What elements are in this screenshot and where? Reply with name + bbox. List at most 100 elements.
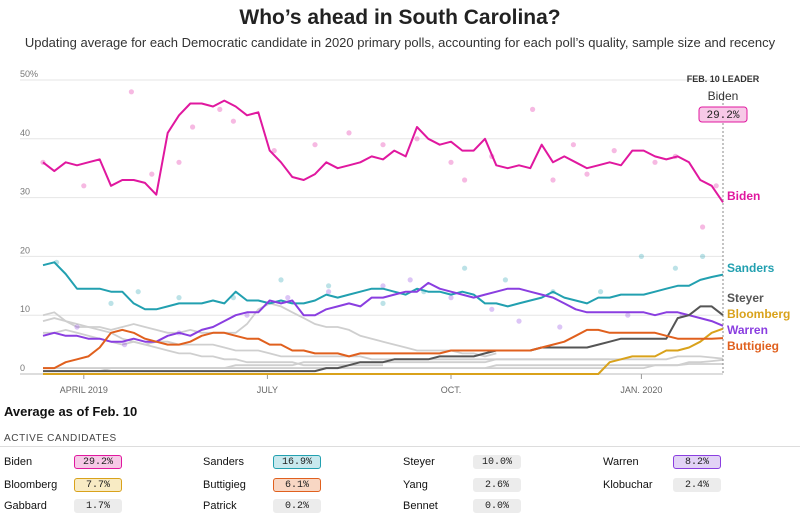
poll-dot: [700, 224, 706, 230]
poll-dot: [128, 89, 134, 95]
poll-dot: [230, 118, 236, 124]
y-tick-label: 10: [20, 304, 30, 314]
poll-dot: [190, 124, 196, 130]
x-tick-label: OCT.: [441, 385, 462, 395]
chart-title: Who’s ahead in South Carolina?: [239, 6, 561, 29]
y-tick-label: 0: [20, 363, 25, 373]
candidate-name: Steyer: [403, 456, 435, 468]
background-series-line: [42, 311, 383, 367]
poll-dot: [108, 300, 114, 306]
poll-dot: [74, 324, 80, 330]
candidate-name: Bennet: [403, 500, 438, 512]
poll-dot: [570, 142, 577, 148]
averages-heading: Average as of Feb. 10: [4, 404, 138, 419]
poll-dot: [244, 312, 250, 318]
y-tick-label: 30: [20, 187, 30, 197]
poll-dot: [176, 159, 182, 165]
poll-dot: [176, 295, 182, 301]
polling-average-chart[interactable]: 50% 40 30 20 10 0 APRIL 2019 JULY OCT. JAN. 2020…: [0, 0, 800, 400]
candidate-name: Buttigieg: [203, 479, 246, 491]
series-label-steyer: Steyer: [727, 291, 764, 305]
background-series-line: [43, 328, 610, 361]
background-series-line: [43, 363, 723, 369]
candidate-average-value: 0.0%: [473, 499, 521, 513]
leader-name: Biden: [708, 89, 739, 103]
poll-dot: [557, 324, 563, 330]
poll-dot: [611, 148, 617, 154]
x-tick-label: JULY: [257, 385, 278, 395]
active-candidates-label: ACTIVE CANDIDATES: [4, 433, 117, 444]
poll-dots: [40, 89, 719, 348]
background-series-line: [42, 302, 497, 358]
series-label-sanders: Sanders: [727, 261, 775, 275]
candidate-name: Gabbard: [4, 500, 47, 512]
poll-dot: [326, 283, 332, 289]
y-tick-label: 50%: [20, 69, 38, 79]
poll-dot: [278, 277, 284, 283]
candidate-name: Sanders: [203, 456, 244, 468]
poll-dot: [81, 183, 87, 189]
poll-dot: [598, 289, 604, 295]
poll-dot: [380, 300, 386, 306]
leader-callout: FEB. 10 LEADER Biden 29.2%: [687, 74, 760, 375]
poll-dot: [135, 289, 141, 295]
candidate-average-yang: Yang 2.6%: [403, 477, 521, 493]
poll-dot: [489, 306, 495, 312]
poll-dot: [700, 253, 706, 259]
poll-dot: [448, 295, 454, 301]
candidate-average-value: 7.7%: [74, 478, 122, 492]
candidate-series[interactable]: [42, 99, 724, 375]
y-tick-label: 20: [20, 245, 30, 255]
poll-dot: [122, 342, 128, 348]
poll-dot: [414, 136, 420, 142]
series-line-biden[interactable]: [42, 99, 724, 203]
poll-dot: [550, 177, 556, 183]
candidate-name: Yang: [403, 479, 428, 491]
poll-dot: [285, 295, 291, 301]
leader-heading: FEB. 10 LEADER: [687, 74, 760, 84]
candidate-average-klobuchar: Klobuchar 2.4%: [603, 477, 721, 493]
candidate-name: Patrick: [203, 500, 237, 512]
divider: [0, 446, 800, 447]
series-line-sanders[interactable]: [42, 261, 724, 311]
poll-dot: [713, 183, 719, 189]
candidate-average-value: 1.7%: [74, 499, 122, 513]
poll-dot: [584, 171, 590, 177]
series-line-bloomberg[interactable]: [43, 327, 724, 375]
poll-dot: [271, 148, 277, 154]
x-axis: APRIL 2019 JULY OCT. JAN. 2020: [60, 374, 662, 395]
candidate-name: Biden: [4, 456, 33, 468]
poll-dot: [217, 106, 223, 112]
candidate-average-value: 6.1%: [273, 478, 321, 492]
candidate-average-value: 0.2%: [273, 499, 321, 513]
leader-value: 29.2%: [706, 110, 739, 122]
chart-subtitle: Updating average for each Democratic can…: [24, 35, 776, 50]
poll-dot: [652, 159, 658, 165]
y-tick-label: 40: [20, 128, 30, 138]
series-label-bloomberg: Bloomberg: [727, 307, 790, 321]
series-label-buttigieg: Buttigieg: [727, 339, 779, 353]
poll-dot: [672, 265, 679, 271]
series-line-buttigieg[interactable]: [43, 328, 724, 370]
poll-dot: [625, 312, 631, 318]
candidate-average-bennet: Bennet 0.0%: [403, 498, 521, 514]
poll-dot: [448, 159, 454, 165]
candidate-average-value: 2.6%: [473, 478, 521, 492]
poll-dot: [380, 283, 386, 289]
candidate-average-value: 8.2%: [673, 455, 721, 469]
leader-value-badge: [698, 106, 748, 123]
candidate-average-patrick: Patrick 0.2%: [203, 498, 321, 514]
candidate-average-value: 2.4%: [673, 478, 721, 492]
series-line-steyer[interactable]: [43, 305, 724, 373]
poll-dot: [462, 265, 468, 271]
poll-dot: [462, 177, 468, 183]
candidate-name: Klobuchar: [603, 479, 653, 491]
background-series-line: [43, 359, 724, 369]
candidate-average-value: 29.2%: [74, 455, 122, 469]
poll-dot: [502, 277, 508, 283]
candidate-average-value: 16.9%: [273, 455, 321, 469]
series-label-warren: Warren: [727, 323, 768, 337]
background-series: [42, 302, 724, 372]
candidate-average-buttigieg: Buttigieg 6.1%: [203, 477, 321, 493]
y-axis: 50% 40 30 20 10 0: [20, 69, 38, 373]
